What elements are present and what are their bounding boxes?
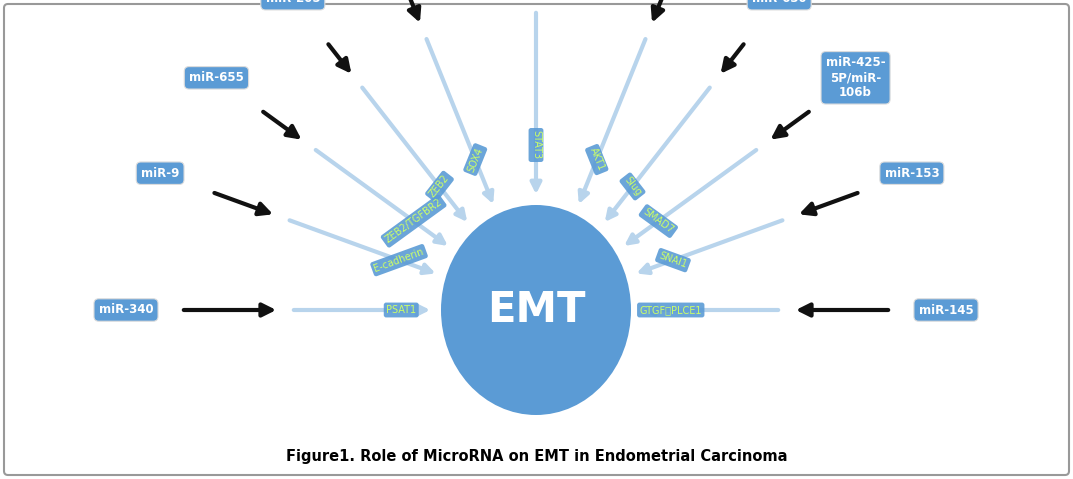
Text: miR-9: miR-9 <box>141 167 179 180</box>
Text: Slug: Slug <box>622 175 643 198</box>
Text: STAT3: STAT3 <box>531 130 541 160</box>
FancyBboxPatch shape <box>4 4 1069 475</box>
Text: Figure1. Role of MicroRNA on EMT in Endometrial Carcinoma: Figure1. Role of MicroRNA on EMT in Endo… <box>285 449 788 465</box>
Text: SNAI1: SNAI1 <box>658 251 689 270</box>
Text: miR-205: miR-205 <box>265 0 320 5</box>
Text: SMAD7: SMAD7 <box>642 207 676 236</box>
Text: AKT1: AKT1 <box>588 147 606 173</box>
Text: ZEB2: ZEB2 <box>428 173 452 200</box>
Text: EMT: EMT <box>487 289 585 331</box>
Text: GTGF、PLCE1: GTGF、PLCE1 <box>640 305 702 315</box>
Text: PSAT1: PSAT1 <box>386 305 416 315</box>
Text: E-cadherin: E-cadherin <box>372 247 425 274</box>
Text: miR-655: miR-655 <box>189 71 244 84</box>
Text: SOX4: SOX4 <box>466 146 485 173</box>
Text: miR-153: miR-153 <box>884 167 939 180</box>
Ellipse shape <box>441 205 631 415</box>
Text: miR-145: miR-145 <box>918 304 973 317</box>
Text: miR-340: miR-340 <box>99 304 153 317</box>
Text: ZEB2/TGFBR2: ZEB2/TGFBR2 <box>383 197 444 245</box>
Text: miR-630: miR-630 <box>752 0 807 5</box>
Text: miR-425-
5P/miR-
106b: miR-425- 5P/miR- 106b <box>826 57 885 99</box>
